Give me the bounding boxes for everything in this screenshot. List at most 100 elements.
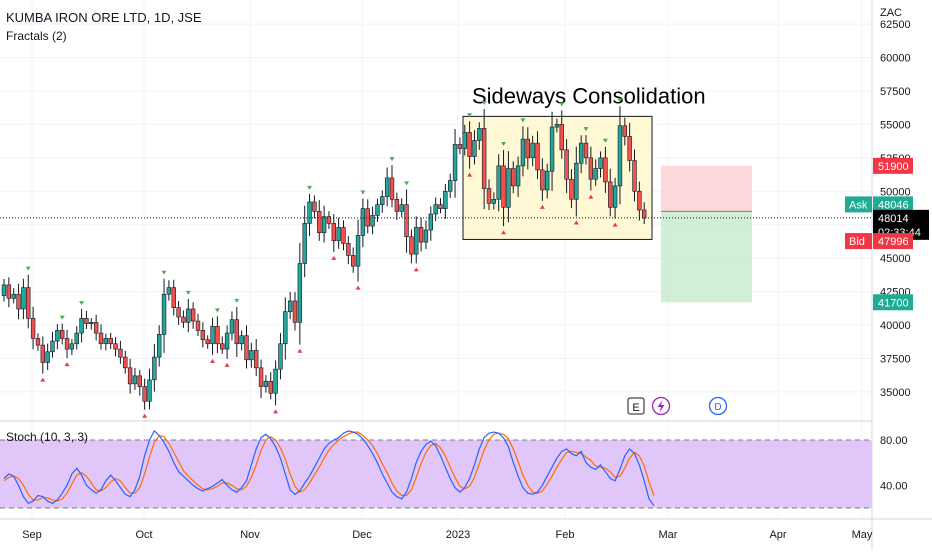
- fractal-up-marker: [404, 181, 410, 186]
- fractals-indicator-label[interactable]: Fractals (2): [6, 29, 67, 43]
- stoch-indicator-label[interactable]: Stoch (10, 3, 3): [6, 430, 88, 444]
- fractal-up-marker: [214, 308, 220, 313]
- bullish-candle: [249, 350, 254, 361]
- bearish-candle: [341, 227, 346, 244]
- bullish-candle: [79, 318, 84, 334]
- short-position-tool[interactable]: [661, 165, 752, 303]
- bearish-candle: [93, 322, 99, 334]
- bearish-candle: [234, 319, 239, 345]
- bullish-candle: [297, 263, 303, 323]
- fractal-up-marker: [481, 101, 487, 106]
- bearish-candle: [16, 293, 21, 310]
- bearish-candle: [501, 165, 506, 208]
- fractal-down-marker: [224, 362, 230, 367]
- symbol-title[interactable]: KUMBA IRON ORE LTD, 1D, JSE: [6, 10, 202, 25]
- bearish-candle: [588, 157, 594, 180]
- price-tick-label: 40000: [880, 320, 911, 332]
- bullish-candle: [45, 351, 50, 363]
- stop-loss-tag-value: 51900: [878, 161, 909, 173]
- chart-legend: KUMBA IRON ORE LTD, 1D, JSE Fractals (2)…: [6, 10, 202, 444]
- bearish-candle: [632, 160, 637, 192]
- bullish-candle: [360, 208, 366, 236]
- bullish-candle: [477, 128, 482, 141]
- bearish-candle: [627, 136, 632, 161]
- bearish-candle: [6, 284, 12, 299]
- bullish-candle: [530, 142, 535, 159]
- bearish-candle: [220, 343, 225, 350]
- fractal-down-marker: [297, 348, 303, 353]
- fractal-down-marker: [64, 362, 70, 367]
- price-tags: 519004850041700Ask480464801402:33:44Bid4…: [845, 157, 929, 311]
- bullish-candle: [186, 308, 191, 323]
- time-axis-label: Apr: [769, 529, 786, 541]
- bullish-candle: [554, 124, 560, 128]
- bearish-candle: [486, 188, 492, 204]
- ask-price: 48046: [878, 199, 909, 211]
- bullish-candle: [152, 356, 157, 381]
- bearish-candle: [35, 338, 41, 346]
- fractal-up-marker: [583, 127, 589, 132]
- fractal-down-marker: [467, 172, 473, 177]
- target-price-tag-value: 41700: [878, 297, 909, 309]
- time-axis[interactable]: Sep Oct Nov Dec 2023 Feb Mar Apr May: [22, 529, 873, 541]
- bearish-candle: [312, 201, 317, 212]
- earnings-event-icon[interactable]: E: [627, 397, 645, 415]
- take-profit-zone[interactable]: [661, 211, 752, 303]
- bullish-candle: [506, 168, 511, 208]
- bearish-candle: [331, 223, 336, 242]
- bullish-candle: [617, 125, 623, 187]
- bullish-candle: [161, 293, 167, 335]
- fractal-down-marker: [612, 222, 618, 227]
- stop-loss-zone[interactable]: [661, 165, 752, 212]
- price-tick-label: 62500: [880, 19, 911, 31]
- bearish-candle: [244, 335, 249, 361]
- bearish-candle: [569, 178, 574, 200]
- bid-price-bg: [873, 233, 913, 250]
- fractal-down-marker: [539, 204, 545, 209]
- price-axis[interactable]: ZAC: [871, 0, 902, 550]
- bullish-candle: [287, 300, 293, 312]
- bearish-candle: [438, 204, 443, 209]
- stoch-band-background: [0, 439, 872, 508]
- bearish-candle: [127, 367, 133, 385]
- fractal-up-marker: [559, 102, 565, 107]
- fractal-down-marker: [588, 194, 594, 199]
- bearish-candle: [176, 307, 181, 318]
- consolidation-label[interactable]: Sideways Consolidation: [472, 83, 706, 108]
- bullish-candle: [414, 227, 419, 255]
- fractal-down-marker: [331, 255, 337, 260]
- bullish-candle: [132, 375, 138, 385]
- bearish-candle: [137, 375, 142, 387]
- stoch-d-line: [3, 431, 655, 502]
- price-tick-label: 37500: [880, 353, 911, 365]
- split-lightning-icon[interactable]: [651, 396, 671, 416]
- bullish-candle: [574, 162, 579, 200]
- bullish-candle: [515, 165, 521, 187]
- bearish-candle: [292, 300, 298, 323]
- last-price: 48014: [878, 213, 909, 225]
- price-tick-label: 60000: [880, 53, 911, 65]
- dividend-event-icon[interactable]: D: [708, 396, 728, 416]
- bearish-candle: [40, 344, 46, 363]
- bullish-candle: [447, 180, 453, 192]
- bullish-candle: [549, 126, 555, 172]
- stochastic-pane[interactable]: [0, 429, 872, 509]
- bullish-candle: [593, 168, 598, 180]
- bearish-candle: [603, 157, 608, 183]
- bearish-candle: [123, 356, 128, 369]
- bearish-candle: [326, 216, 332, 224]
- fractal-down-marker: [501, 230, 507, 235]
- bullish-candle: [229, 319, 235, 334]
- fractal-up-marker: [360, 190, 366, 195]
- bearish-candle: [84, 318, 89, 324]
- bearish-candle: [583, 142, 589, 159]
- bullish-candle: [89, 322, 94, 324]
- currency-label: ZAC: [880, 7, 902, 19]
- bullish-candle: [1, 284, 7, 296]
- time-axis-label: Feb: [556, 529, 575, 541]
- bearish-candle: [346, 243, 351, 256]
- fractal-up-marker: [602, 138, 608, 143]
- bearish-candle: [418, 227, 424, 243]
